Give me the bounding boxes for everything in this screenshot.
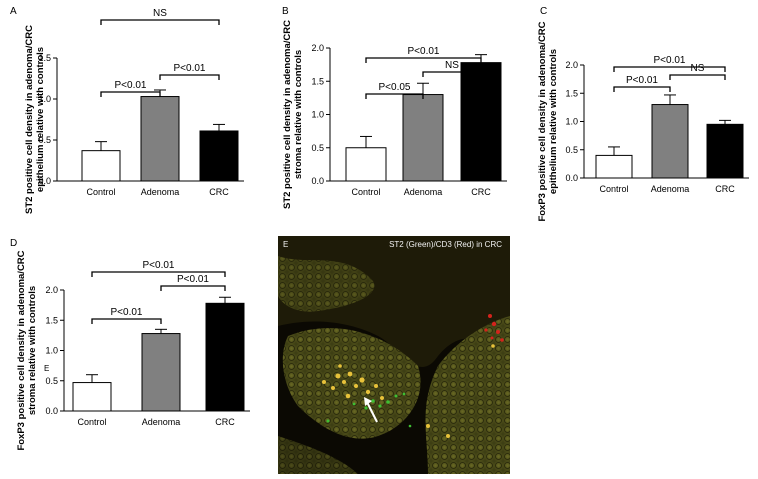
bar-crc (706, 123, 744, 179)
extra-label-e: E (44, 364, 50, 373)
significance-bracket (365, 93, 424, 99)
significance-bracket (91, 271, 226, 277)
significance-bracket (159, 74, 220, 80)
microscopy-image-texture (278, 236, 510, 474)
y-tick-label: 1.0 (38, 94, 51, 104)
y-tick-label: 2.0 (45, 285, 58, 295)
significance-label: NS (691, 63, 705, 74)
y-tick-label: 0.5 (565, 145, 578, 155)
significance-label: P<0.01 (111, 307, 143, 318)
category-label: Adenoma (142, 417, 181, 427)
category-label: Control (77, 417, 106, 427)
significance-label: P<0.05 (379, 82, 411, 93)
panel-letter-d: D (10, 238, 18, 249)
y-tick-label: 1.5 (38, 53, 51, 63)
significance-bracket (613, 66, 726, 72)
significance-label: P<0.01 (115, 80, 147, 91)
category-label: Control (86, 187, 115, 197)
category-label: Adenoma (141, 187, 180, 197)
y-tick-label: 0.0 (45, 406, 58, 416)
significance-label: P<0.01 (174, 63, 206, 74)
significance-bracket (422, 71, 482, 77)
bar-adenoma (651, 104, 689, 179)
bar-adenoma (402, 94, 444, 182)
category-label: CRC (471, 187, 491, 197)
y-tick-label: 0.5 (38, 135, 51, 145)
y-tick-label: 1.5 (45, 315, 58, 325)
significance-label: P<0.01 (654, 55, 686, 66)
panel-letter-b: B (282, 6, 289, 17)
y-tick-label: 0.0 (38, 176, 51, 186)
category-label: CRC (215, 417, 235, 427)
significance-label: P<0.01 (408, 46, 440, 57)
y-tick-label: 0.5 (311, 143, 324, 153)
bar-crc (460, 62, 502, 182)
category-label: Adenoma (651, 184, 690, 194)
significance-bracket (160, 285, 226, 291)
y-tick-label: 0.0 (311, 176, 324, 186)
panel-letter-c: C (540, 6, 548, 17)
category-label: Control (351, 187, 380, 197)
y-tick-label: 2.0 (311, 43, 324, 53)
y-axis-label: epithelium relative with controls (548, 49, 559, 194)
category-label: CRC (715, 184, 735, 194)
significance-bracket (669, 74, 726, 80)
bar-control (345, 147, 387, 182)
bar-adenoma (140, 96, 180, 182)
microscopy-panel-letter: E (283, 240, 289, 249)
significance-bracket (365, 57, 482, 63)
significance-bracket (100, 91, 161, 97)
bar-control (72, 382, 112, 412)
y-tick-label: 2.0 (565, 60, 578, 70)
y-tick-label: 1.5 (311, 76, 324, 86)
significance-label: NS (153, 8, 167, 19)
white-arrow-icon (364, 397, 378, 423)
bar-adenoma (141, 333, 181, 412)
y-axis-label: ST2 positive cell density in adenoma/CRC (24, 25, 35, 214)
significance-label: P<0.01 (143, 260, 175, 271)
y-tick-label: 1.0 (311, 110, 324, 120)
significance-bracket (91, 318, 162, 324)
y-axis-label: FoxP3 positive cell density in adenoma/C… (16, 250, 27, 450)
microscopy-caption: ST2 (Green)/CD3 (Red) in CRC (389, 240, 502, 249)
significance-label: P<0.01 (626, 75, 658, 86)
bar-crc (205, 302, 245, 412)
y-axis-label: epithelium relative with controls (35, 47, 46, 192)
y-tick-label: 1.0 (565, 117, 578, 127)
y-tick-label: 1.0 (45, 346, 58, 356)
y-tick-label: 0.5 (45, 376, 58, 386)
significance-bracket (613, 86, 671, 92)
category-label: Control (599, 184, 628, 194)
significance-label: P<0.01 (177, 274, 209, 285)
y-axis-label: stroma relative with controls (27, 286, 38, 415)
y-axis-label: ST2 positive cell density in adenoma/CRC (282, 20, 293, 209)
y-axis-label: FoxP3 positive cell density in adenoma/C… (537, 21, 548, 221)
significance-label: NS (445, 60, 459, 71)
y-axis-label: stroma relative with controls (293, 50, 304, 179)
y-tick-label: 1.5 (565, 88, 578, 98)
significance-bracket (100, 19, 220, 25)
microscopy-image: E ST2 (Green)/CD3 (Red) in CRC (278, 236, 510, 474)
category-label: Adenoma (404, 187, 443, 197)
category-label: CRC (209, 187, 229, 197)
panel-letter-a: A (10, 6, 17, 17)
y-tick-label: 0.0 (565, 173, 578, 183)
